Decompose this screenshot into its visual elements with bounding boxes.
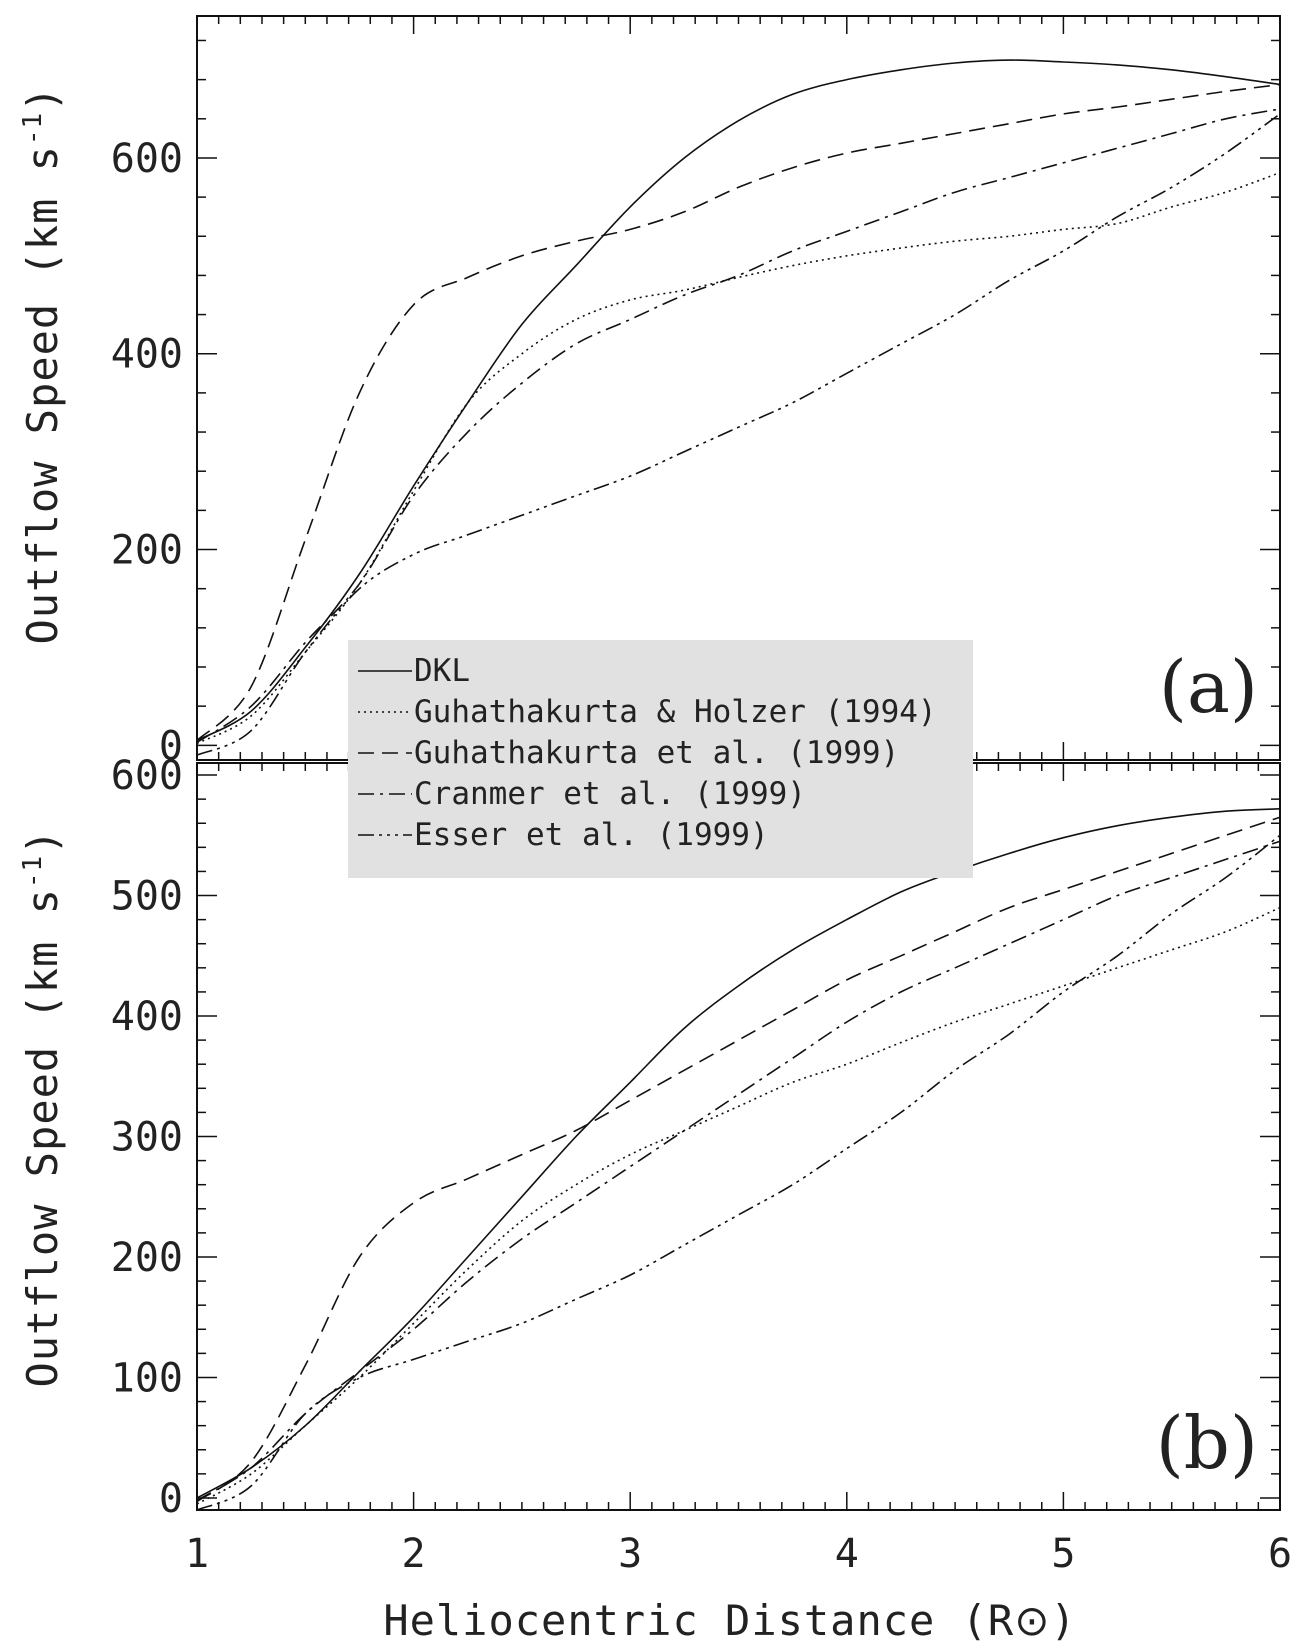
series-line-dashdot: [196, 108, 1281, 744]
legend-label: Guhathakurta et al. (1999): [414, 735, 899, 771]
legend: DKL Guhathakurta & Holzer (1994) Guhathaku…: [348, 640, 973, 878]
y-tick-label: 500: [111, 874, 183, 920]
series-line-solid: [196, 808, 1281, 1499]
y-tick-label: 400: [111, 332, 183, 378]
x-tick-label: 2: [402, 1531, 426, 1577]
series-line-dashed: [196, 816, 1281, 1503]
y-tick-label: 600: [111, 753, 183, 799]
x-tick-label: 6: [1268, 1531, 1292, 1577]
y-tick-label: 0: [159, 1476, 183, 1522]
x-tick-label: 4: [835, 1531, 859, 1577]
series-line-dotted: [196, 906, 1281, 1505]
x-tick-label: 5: [1051, 1531, 1075, 1577]
y-tick-label: 100: [111, 1355, 183, 1401]
x-axis-label: Heliocentric Distance (R⊙): [383, 1596, 1076, 1645]
legend-label: Guhathakurta & Holzer (1994): [414, 694, 937, 730]
series-line-solid: [196, 59, 1281, 742]
legend-label: Cranmer et al. (1999): [414, 776, 806, 812]
panel-label-b: (b): [1156, 1401, 1258, 1485]
legend-label: DKL: [414, 653, 470, 689]
y-tick-label: 0: [159, 723, 183, 769]
series-line-dashdotdotdot: [196, 834, 1281, 1511]
x-tick-label: 3: [618, 1531, 642, 1577]
y-tick-label: 200: [111, 1235, 183, 1281]
y-tick-label: 600: [111, 136, 183, 182]
legend-box: [348, 640, 973, 878]
panel-a: 0 200 400 600: [111, 15, 1281, 769]
y-axis-label-a: Outflow Speed (km s-1): [18, 85, 67, 644]
x-tick-labels: 1 2 3 4 5 6: [185, 1531, 1292, 1577]
y-axis-label-b: Outflow Speed (km s-1): [18, 828, 67, 1387]
panel-label-a: (a): [1159, 645, 1258, 729]
y-tick-label: 400: [111, 994, 183, 1040]
x-tick-label: 1: [185, 1531, 209, 1577]
legend-label: Esser et al. (1999): [414, 817, 769, 853]
y-tick-label: 300: [111, 1115, 183, 1161]
y-tick-label: 200: [111, 528, 183, 574]
series-line-dashdot: [196, 840, 1281, 1502]
series-line-dashed: [196, 83, 1281, 741]
series-line-dashdotdotdot: [196, 113, 1281, 756]
